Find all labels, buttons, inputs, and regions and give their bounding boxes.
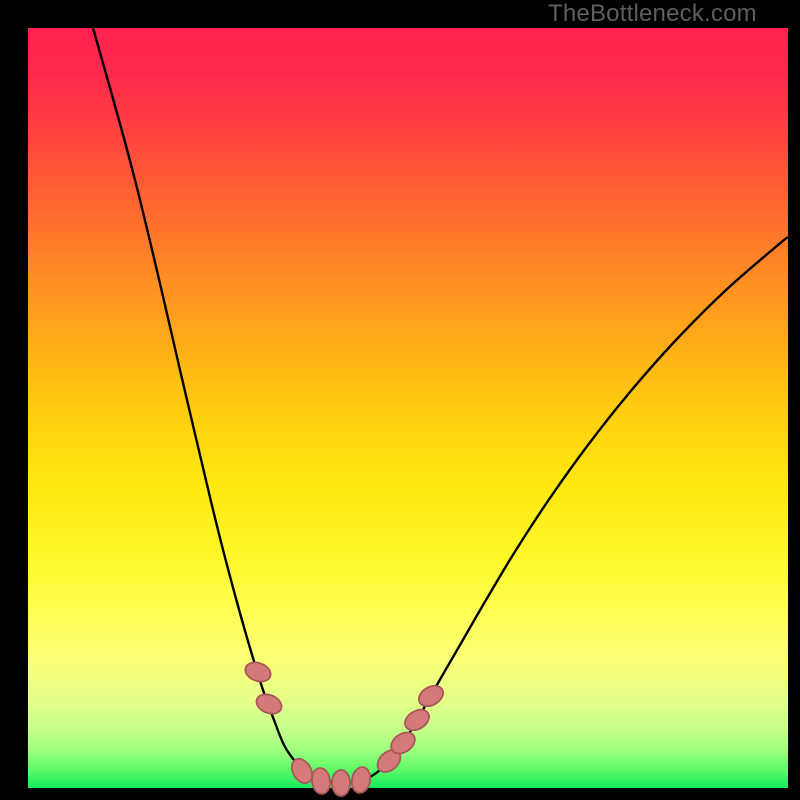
curve-right-branch [340,237,788,783]
curve-layer [28,28,788,788]
watermark-text: TheBottleneck.com [548,0,757,28]
bead-marker [401,705,433,734]
bead-marker [350,766,372,795]
curve-left-branch [93,28,340,783]
plot-area [28,28,788,788]
bead-marker [243,659,274,685]
chart-container: TheBottleneck.com [0,0,800,800]
bead-marker [332,770,350,796]
bead-marker [415,682,447,711]
bead-marker [310,767,331,795]
bead-marker [254,691,285,717]
bead-markers [243,659,447,796]
